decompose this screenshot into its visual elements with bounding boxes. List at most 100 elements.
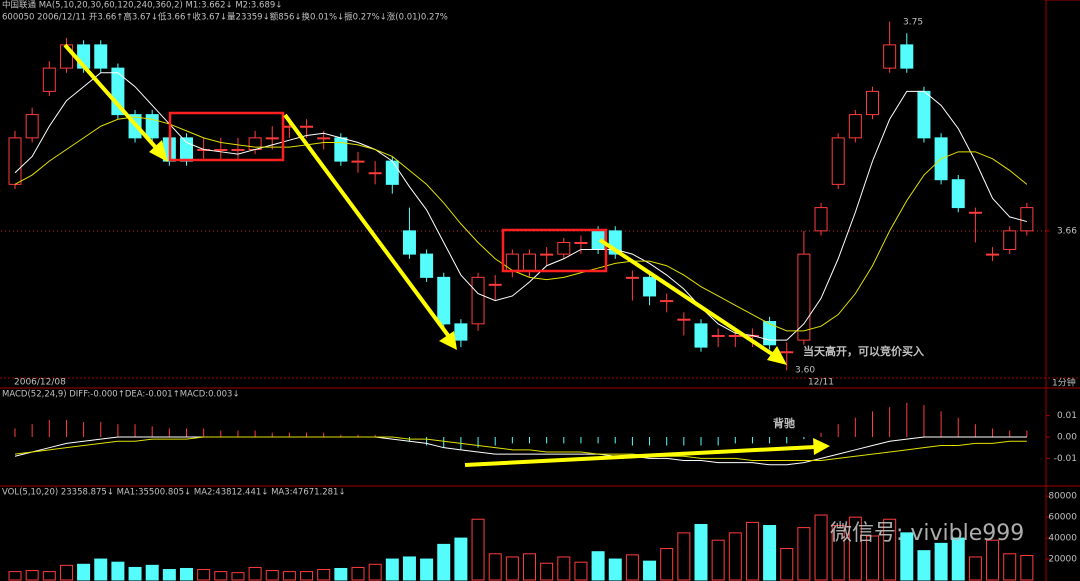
volume-bar [694, 523, 708, 581]
volume-bar [454, 537, 468, 581]
candle-body [968, 211, 982, 214]
line [14, 436, 1027, 466]
candle-body [643, 276, 657, 297]
macd-title: MACD(52,24,9) DIFF:-0.000↑DEA:-0.001↑MAC… [2, 390, 240, 400]
volume-bar [797, 527, 811, 581]
volume-bar [986, 539, 1000, 581]
chart-title: 中国联通 MA(5,10,20,30,60,120,240,360,2) M1:… [2, 0, 282, 11]
candle-body [694, 323, 708, 348]
volume-bar [77, 563, 91, 581]
volume-bar [128, 566, 142, 581]
candle-body [625, 276, 639, 279]
volume-bar [351, 566, 365, 581]
candle-body [334, 137, 348, 162]
candle-body [437, 276, 451, 325]
candle-body [300, 125, 314, 128]
volume-bar [402, 556, 416, 581]
candle-body [420, 253, 434, 278]
y-tick-label: -0.01 [1054, 454, 1077, 464]
candle-body [814, 207, 828, 232]
candle-body [523, 253, 536, 271]
volume-bar [728, 532, 742, 581]
y-tick-label: 0.01 [1057, 411, 1077, 421]
y-tick-label: 0.00 [1057, 433, 1077, 443]
volume-bar [385, 558, 399, 581]
volume-bar [300, 571, 314, 581]
volume-bar [523, 553, 536, 581]
candle-body [866, 90, 879, 116]
candle-body [368, 172, 382, 175]
plot-layer: 3.66 0.01 0.00 -0.01 80000 60000 40000 20000 [8, 21, 1077, 581]
candle-body [677, 318, 691, 321]
candle-body [231, 148, 245, 151]
volume-bar [831, 525, 845, 581]
volume-bar [557, 556, 571, 581]
volume-bar [608, 558, 622, 581]
candle-body [454, 323, 468, 341]
volume-bar [25, 570, 39, 581]
volume-bar [1003, 553, 1017, 581]
volume-bar [711, 539, 725, 581]
volume-bar [574, 561, 588, 581]
candle-body [951, 179, 965, 209]
candle-body [728, 334, 742, 337]
annotations-layout [63, 0, 1080, 467]
volume-bar [814, 514, 828, 581]
volume-bar [197, 569, 211, 581]
candle-body [471, 276, 485, 325]
candle-body [711, 334, 725, 337]
candle-body [145, 114, 159, 139]
candle-body [831, 137, 845, 185]
candle-body [248, 137, 262, 150]
candle-body [42, 67, 56, 92]
volume-bar [505, 556, 519, 581]
y-tick-label: 3.66 [1057, 226, 1077, 236]
candle-body [848, 114, 862, 139]
volume-bar [111, 561, 125, 581]
volume-bar [660, 548, 674, 581]
candle-body [1020, 207, 1034, 232]
volume-bar [334, 567, 348, 581]
candle-body [917, 90, 931, 139]
volume-bar [745, 521, 759, 581]
candle-body [402, 230, 416, 255]
volume-bar [848, 516, 862, 581]
x-tick-label: 12/11 [808, 378, 834, 388]
candle-body [385, 160, 399, 185]
candle-body [317, 137, 331, 140]
line [14, 116, 1028, 332]
volume-bar [763, 525, 777, 581]
candle-body [780, 351, 794, 354]
candle-body [488, 283, 502, 286]
low-label: 3.60 [795, 366, 815, 376]
y-tick-label: 80000 [1048, 492, 1077, 502]
volume-bar [625, 554, 639, 581]
candle-body [8, 137, 22, 185]
y-tick-label: 20000 [1048, 555, 1077, 565]
volume-bar [471, 518, 485, 581]
volume-bar [162, 569, 176, 581]
candle-body [557, 241, 571, 255]
volume-bar [1020, 555, 1034, 581]
volume-bar [368, 563, 382, 581]
candle-body [214, 148, 228, 151]
volume-bar [317, 569, 331, 581]
volume-bar [591, 551, 605, 581]
volume-bar [59, 564, 73, 581]
volume-bar [437, 543, 451, 581]
chart-subtitle: 600050 2006/12/11 开3.66↑高3.67↓低3.66↑收3.6… [2, 12, 448, 23]
candle-body [180, 137, 193, 162]
watermark: 微信号: vivible999 [830, 521, 1024, 546]
volume-bar [248, 566, 262, 581]
volume-bar [282, 571, 296, 581]
volume-bar [677, 532, 691, 581]
line [14, 436, 1027, 461]
volume-bar [643, 560, 657, 581]
candle-body [660, 300, 674, 303]
volume-bar [934, 542, 948, 581]
candle-body [540, 253, 554, 256]
volume-bar [8, 571, 22, 581]
volume-bar [180, 567, 193, 581]
